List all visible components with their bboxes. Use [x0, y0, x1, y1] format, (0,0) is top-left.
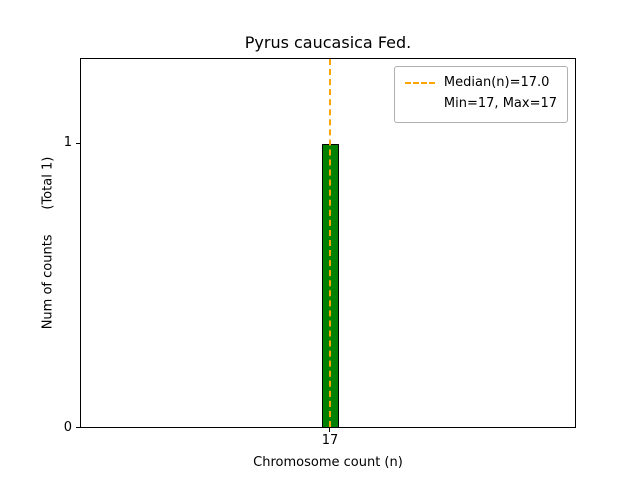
plot-area: Median(n)=17.0 Min=17, Max=17	[80, 58, 576, 428]
ytick-label-1: 1	[63, 135, 72, 150]
legend-label-median: Median(n)=17.0	[443, 75, 550, 90]
legend-label-minmax: Min=17, Max=17	[443, 95, 557, 111]
ytick-mark-1	[76, 143, 80, 144]
median-dashed-line	[329, 59, 331, 427]
chart-title: Pyrus caucasica Fed.	[244, 33, 412, 52]
xtick-label-17: 17	[321, 433, 339, 448]
ytick-mark-0	[76, 427, 80, 428]
legend-median-line-icon	[404, 82, 435, 85]
x-axis-label: Chromosome count (n)	[253, 455, 403, 470]
legend-row-minmax: Min=17, Max=17	[405, 94, 557, 115]
y-axis-label: Num of counts (Total 1)	[40, 156, 56, 330]
legend-row-median: Median(n)=17.0	[404, 73, 557, 94]
legend: Median(n)=17.0 Min=17, Max=17	[393, 66, 568, 123]
xtick-mark-17	[329, 428, 330, 432]
ytick-label-0: 0	[63, 420, 72, 435]
